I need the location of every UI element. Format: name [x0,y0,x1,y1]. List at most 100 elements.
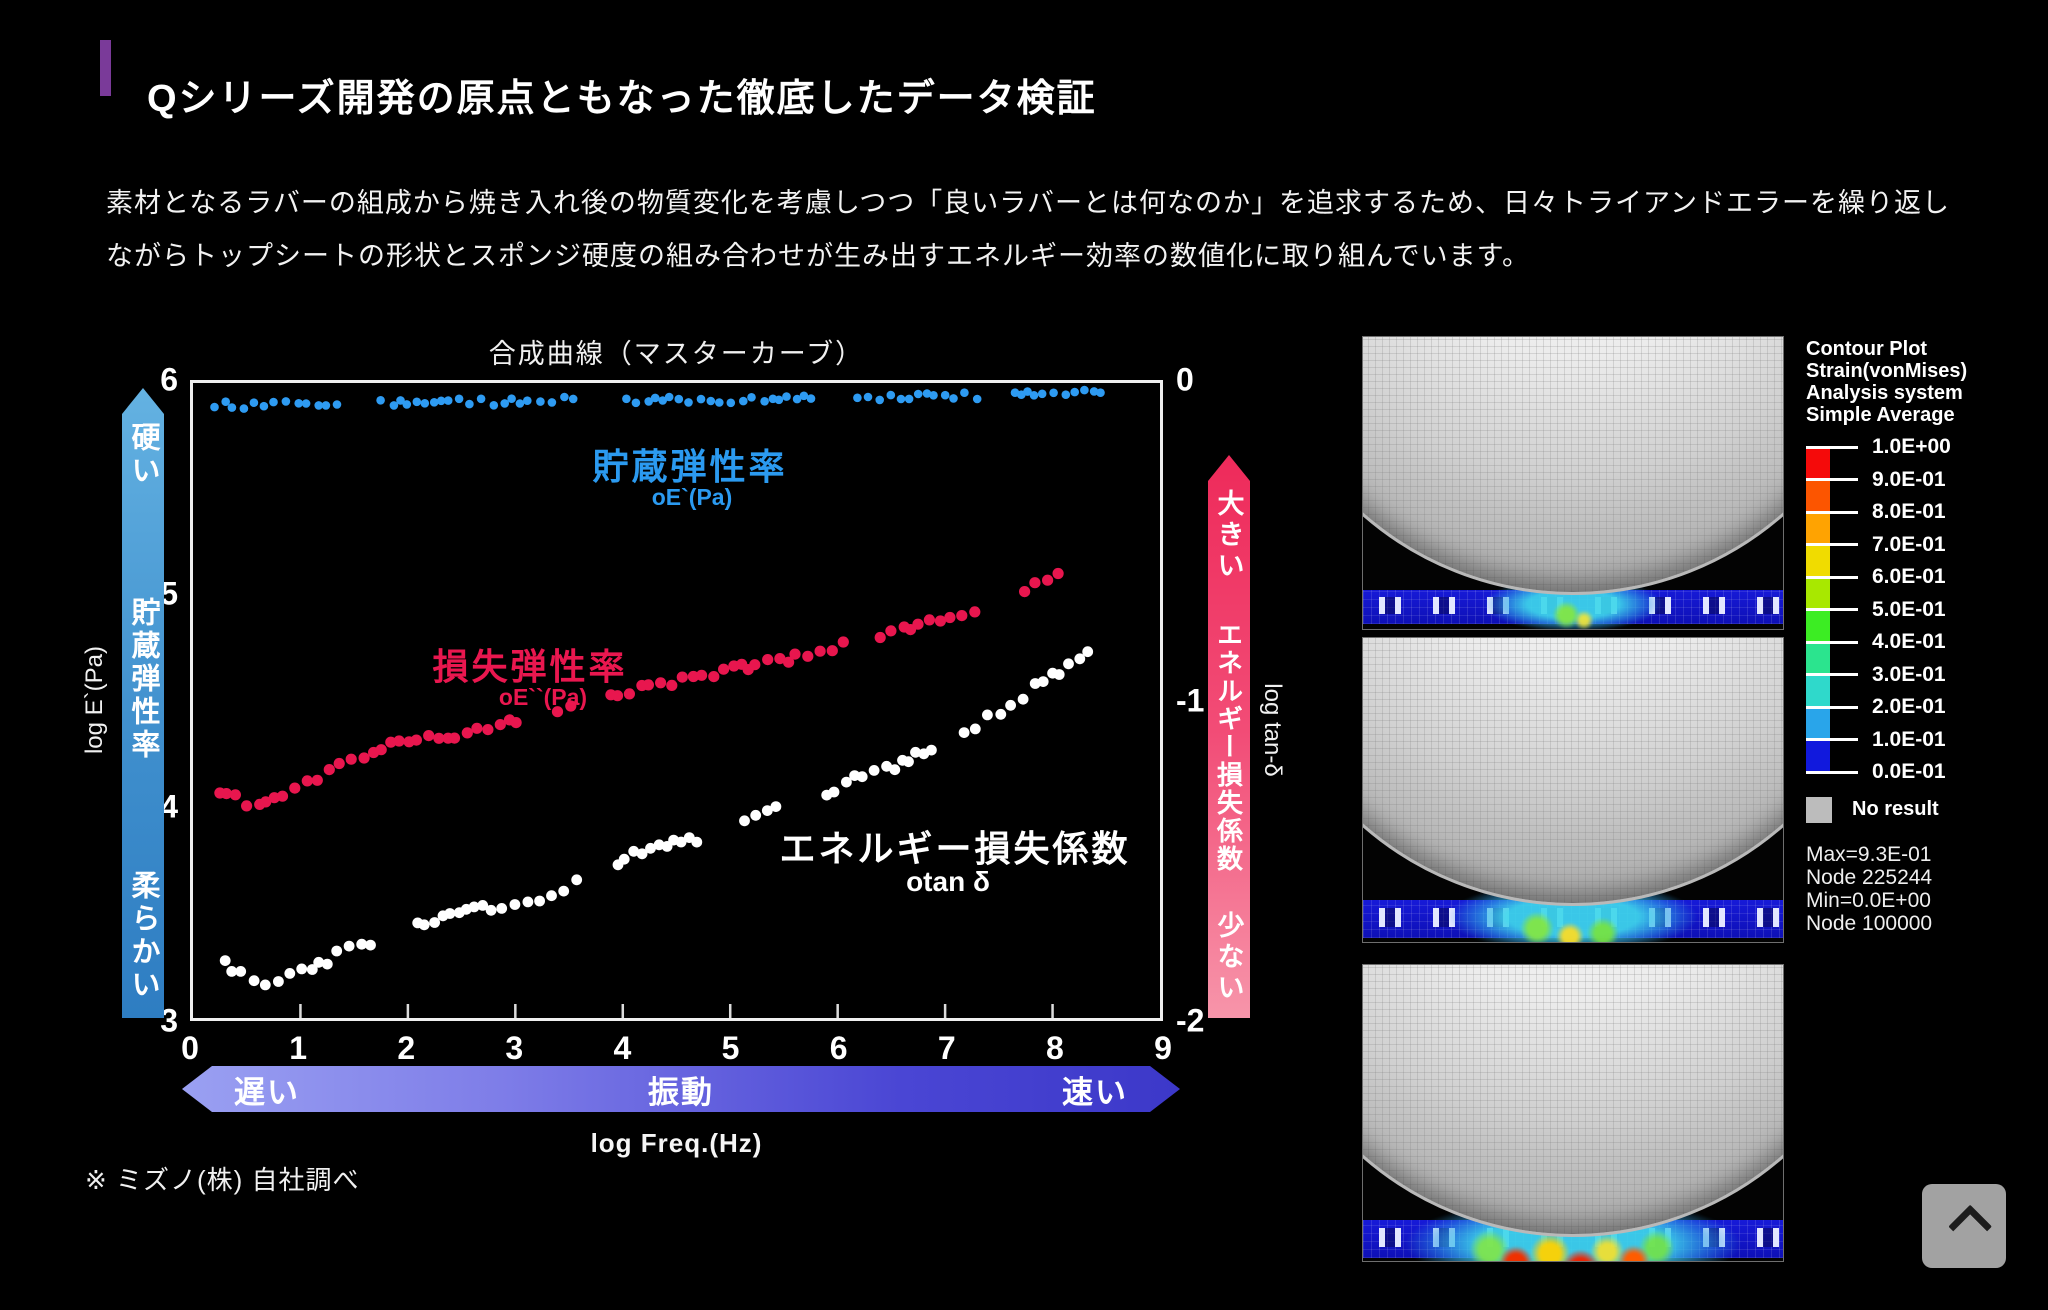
data-point [1037,389,1047,399]
data-point [393,735,405,747]
data-point [1052,567,1064,580]
data-point [940,390,950,400]
data-point [534,895,545,907]
scale-tick [1806,445,1858,449]
scale-tick [1806,510,1858,514]
legend-stats: Max=9.3E-01 Node 225244 Min=0.0E+00 Node 10… [1806,843,1932,935]
data-point [982,709,993,721]
data-point [1096,388,1105,397]
data-point [485,904,497,916]
data-point [482,724,494,736]
data-point [356,938,368,950]
data-point [658,396,667,405]
tick-label: 7 [937,1030,956,1066]
data-point [783,656,795,668]
fea-contact-image-1 [1362,336,1784,630]
data-point [676,671,688,683]
data-point [826,645,838,657]
data-point [687,670,699,683]
data-point [461,727,473,739]
data-point [708,671,720,683]
data-point [903,756,914,768]
data-point [1029,391,1039,400]
data-point [718,663,730,675]
data-point [885,625,897,637]
tick-label: 6 [829,1030,848,1066]
tick-label: 4 [160,788,178,825]
legend-header-line: Analysis system [1806,382,1963,404]
tick-label: 3 [505,1030,524,1066]
slow-label: 遅い [234,1074,300,1110]
data-point [618,853,630,865]
data-point [696,669,708,681]
data-point [806,394,816,403]
data-point [471,722,483,734]
data-point [631,398,641,408]
data-point [958,727,970,738]
data-point [551,706,564,718]
data-point [1080,385,1089,395]
data-point [568,394,578,404]
data-point [922,389,932,398]
data-point [726,398,736,408]
data-point [429,917,440,928]
right-axis-label: log tan-δ [1259,683,1286,777]
data-point [628,845,640,857]
scale-segment [1806,674,1830,707]
data-point [507,394,516,403]
data-point [489,401,499,410]
scale-segment [1806,642,1830,675]
storage-series-label: 貯蔵弾性率 [592,446,788,487]
scale-segment [1806,577,1830,610]
data-point [960,388,969,397]
data-point [248,975,260,987]
data-point [762,654,774,666]
data-point [792,394,802,404]
data-point [1082,646,1094,658]
plot-area [190,380,1163,1021]
data-point [923,614,936,626]
scale-segment [1806,609,1830,642]
data-point [389,401,399,410]
scroll-top-button[interactable] [1922,1184,2006,1268]
data-point [874,631,886,644]
data-point [1029,577,1041,589]
data-point [636,848,648,860]
vibration-label: 振動 [648,1074,714,1110]
data-point [814,645,826,657]
tick-label: -1 [1176,682,1205,718]
data-point [904,394,914,404]
tick-label: 5 [160,575,178,612]
data-point [410,734,422,746]
data-point [259,979,271,991]
data-point [241,800,253,812]
data-point [910,746,921,758]
data-point [385,736,397,748]
data-point [653,839,665,851]
data-point [226,966,238,977]
data-point [289,782,301,794]
scale-tick [1806,543,1858,546]
data-point [494,719,506,731]
small-label: 少ない [1213,911,1244,1004]
data-point [969,606,981,618]
frequency-banner: 遅い 振動 速い [182,1066,1180,1112]
data-point [774,395,784,405]
data-point [429,398,439,407]
data-point [944,611,956,624]
data-point [219,955,231,966]
data-point [510,717,522,729]
page-title: Qシリーズ開発の原点ともなった徹底したデータ検証 [147,78,1097,121]
data-point [1019,586,1031,598]
data-point [454,394,464,404]
data-point [934,615,947,627]
color-scale-bar [1806,447,1830,772]
data-point [365,939,376,951]
contour-legend-header: Contour Plot Strain(vonMises) Analysis sys… [1806,338,1967,426]
data-point [1037,676,1049,687]
data-point [1017,693,1029,705]
data-point [1049,388,1058,398]
data-point [802,650,814,662]
data-point [331,945,343,957]
data-point [448,732,461,744]
